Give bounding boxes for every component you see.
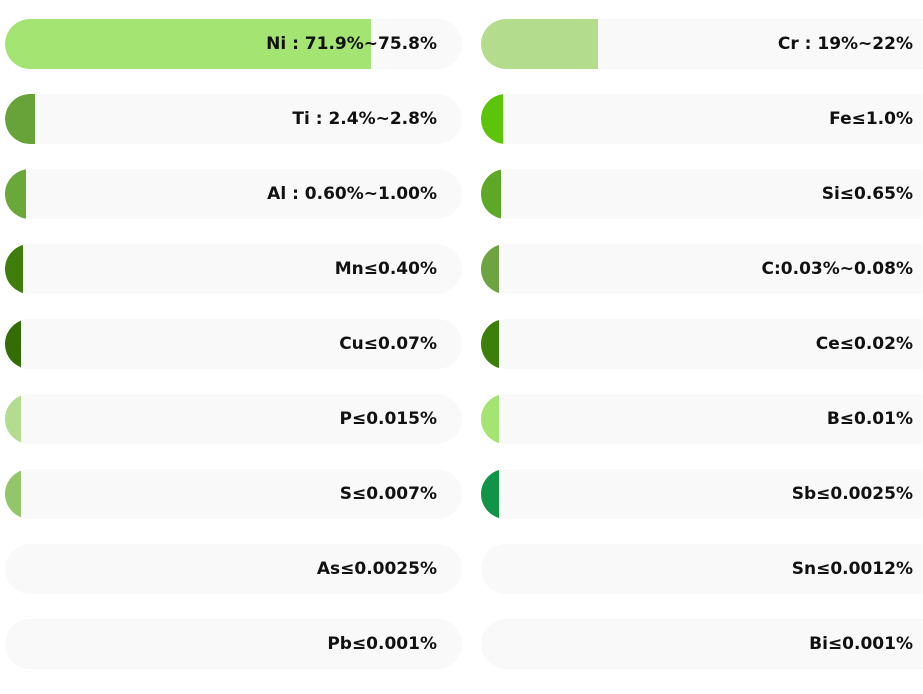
- element-bar-fill: [5, 469, 21, 519]
- element-bar: As≤0.0025%: [5, 544, 462, 594]
- element-bar-label: C:0.03%~0.08%: [761, 259, 913, 279]
- element-bar-label: Ti : 2.4%~2.8%: [292, 109, 437, 129]
- element-bar-label: As≤0.0025%: [316, 559, 437, 579]
- element-bar-label: Sn≤0.0012%: [791, 559, 913, 579]
- element-bar-label: B≤0.01%: [826, 409, 913, 429]
- element-bar-fill: [5, 244, 24, 294]
- element-bar-label: Ni : 71.9%~75.8%: [266, 34, 437, 54]
- element-bar-fill: [5, 94, 35, 144]
- element-bar-fill: [481, 469, 499, 519]
- element-bar: Sn≤0.0012%: [481, 544, 923, 594]
- element-bar-label: Sb≤0.0025%: [791, 484, 913, 504]
- element-bar: B≤0.01%: [481, 394, 923, 444]
- element-bar: Ce≤0.02%: [481, 319, 923, 369]
- element-bar-fill: [5, 394, 21, 444]
- element-bar: Si≤0.65%: [481, 169, 923, 219]
- element-bar-fill: [5, 169, 26, 219]
- element-bar-fill: [481, 19, 599, 69]
- element-bar-label: Si≤0.65%: [821, 184, 913, 204]
- element-bar-label: Ce≤0.02%: [815, 334, 913, 354]
- element-bar: Cr : 19%~22%: [481, 19, 923, 69]
- element-bar: Pb≤0.001%: [5, 619, 462, 669]
- element-bar: Fe≤1.0%: [481, 94, 923, 144]
- element-bar: S≤0.007%: [5, 469, 462, 519]
- element-bar-fill: [481, 94, 504, 144]
- element-bar-fill: [481, 244, 499, 294]
- left-column: Ni : 71.9%~75.8% Ti : 2.4%~2.8% Al : 0.60%…: [5, 19, 462, 694]
- element-bar: Cu≤0.07%: [5, 319, 462, 369]
- element-bar-label: Fe≤1.0%: [829, 109, 913, 129]
- element-bar-label: Pb≤0.001%: [327, 634, 437, 654]
- element-bar-fill: [5, 19, 371, 69]
- element-bar-label: Mn≤0.40%: [334, 259, 437, 279]
- element-bar: Ni : 71.9%~75.8%: [5, 19, 462, 69]
- element-bar: C:0.03%~0.08%: [481, 244, 923, 294]
- right-column: Cr : 19%~22% Fe≤1.0% Si≤0.65% C:0.03%~0.08%…: [481, 19, 923, 694]
- element-bar-label: S≤0.007%: [339, 484, 437, 504]
- element-bar-label: Cu≤0.07%: [339, 334, 437, 354]
- element-bar-fill: [5, 319, 21, 369]
- element-bar-fill: [481, 319, 499, 369]
- element-bar-fill: [481, 169, 501, 219]
- element-bar: Al : 0.60%~1.00%: [5, 169, 462, 219]
- element-bar: Bi≤0.001%: [481, 619, 923, 669]
- element-bar: Ti : 2.4%~2.8%: [5, 94, 462, 144]
- element-bar-label: P≤0.015%: [339, 409, 437, 429]
- element-bar-label: Bi≤0.001%: [809, 634, 913, 654]
- element-bar-fill: [481, 394, 499, 444]
- element-bar: P≤0.015%: [5, 394, 462, 444]
- element-bar: Sb≤0.0025%: [481, 469, 923, 519]
- element-bar-label: Cr : 19%~22%: [777, 34, 913, 54]
- element-bar: Mn≤0.40%: [5, 244, 462, 294]
- element-bar-label: Al : 0.60%~1.00%: [267, 184, 437, 204]
